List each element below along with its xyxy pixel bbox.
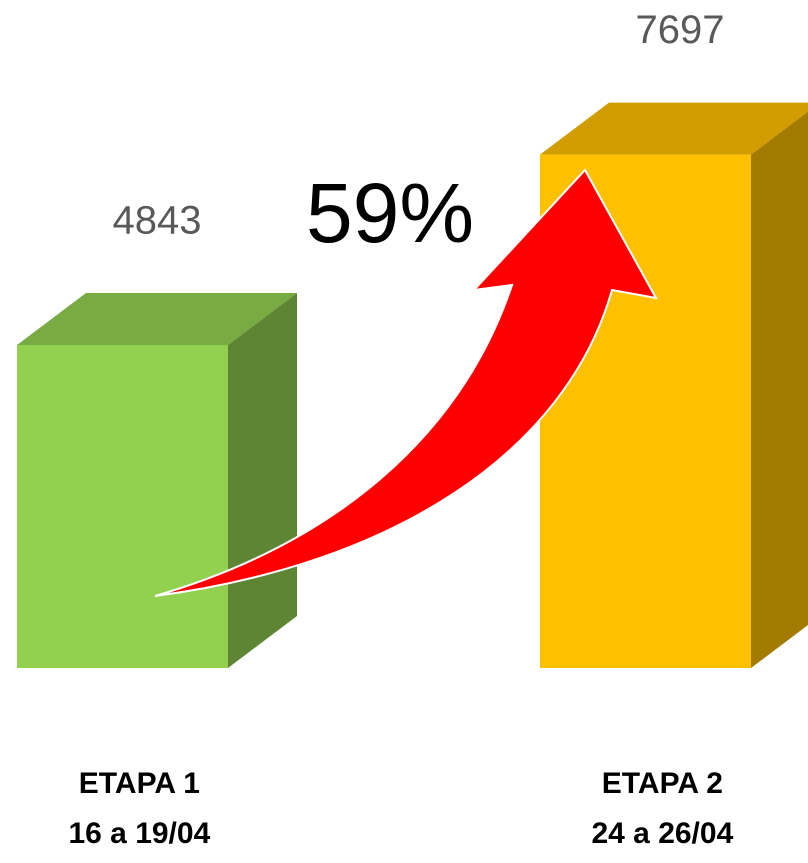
x-tick-label: 16 a 19/04 [68,817,210,850]
annotation: 59% [306,166,474,260]
bar-top [540,102,808,155]
value-label: 7697 [636,8,725,52]
bar [17,344,228,668]
growth-arrow [154,168,658,597]
x-tick-label: ETAPA 2 [602,767,723,800]
x-tick-label: ETAPA 1 [79,767,200,800]
bar-side [228,292,297,668]
value-label: 4843 [113,199,202,243]
x-tick-label: 24 a 26/04 [591,817,733,850]
bar-3d [17,292,297,668]
bar-top [17,292,297,345]
bar-side [751,111,808,668]
